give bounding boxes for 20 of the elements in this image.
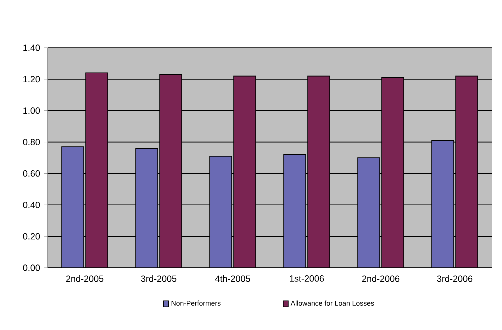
y-tick-label: 0.60: [23, 170, 40, 177]
bar: [284, 154, 306, 268]
y-tick-label: 0.40: [23, 202, 40, 208]
x-tick-label: 4th-2005: [215, 276, 250, 282]
x-tick-label: 3rd-2006: [437, 276, 473, 282]
bar: [136, 148, 158, 268]
y-tick-label: 0.00: [23, 264, 40, 272]
y-tick-label: 1.00: [24, 108, 40, 114]
bar: [432, 140, 454, 268]
y-tick-label: 0.20: [23, 233, 40, 240]
bar: [358, 158, 380, 268]
x-tick-label: 1st-2006: [290, 276, 324, 282]
bar: [210, 156, 232, 268]
y-tick-label: 1.40: [24, 44, 40, 52]
x-tick-label: 3rd-2005: [141, 276, 177, 282]
y-tick-label: 1.20: [24, 76, 40, 83]
x-tick-label: 2nd-2006: [362, 276, 400, 282]
y-tick-label: 0.80: [23, 139, 40, 146]
bar: [62, 146, 84, 268]
x-tick-label: 2nd-2005: [66, 276, 104, 282]
